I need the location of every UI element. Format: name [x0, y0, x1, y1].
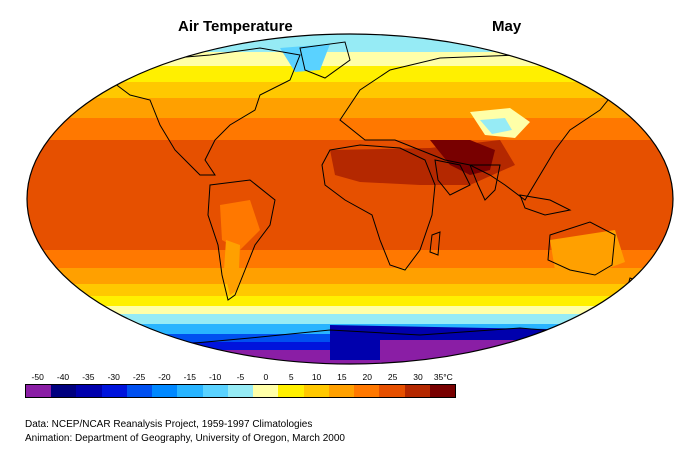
legend-swatch	[202, 385, 228, 397]
legend-tick-label: 30	[413, 372, 423, 382]
legend-swatch	[303, 385, 329, 397]
legend-swatch	[51, 385, 77, 397]
legend-swatch	[429, 385, 455, 397]
legend-tick-label: 10	[311, 372, 322, 382]
legend-swatch	[126, 385, 153, 397]
legend-tick-label: 5	[288, 372, 294, 382]
credits: Data: NCEP/NCAR Reanalysis Project, 1959…	[25, 418, 345, 446]
legend-swatch	[227, 385, 254, 397]
legend-tick-label: -50	[31, 372, 44, 382]
legend-tick-labels: -50 -40 -35 -30 -25 -20 -15 -10 -5 0 5 10 15 20 25 30 35…	[25, 372, 456, 384]
legend-tick-label: -40	[56, 372, 70, 382]
legend-tick-label: -30	[107, 372, 120, 382]
map-border	[26, 33, 674, 365]
legend-tick-label: 0	[263, 372, 269, 382]
legend-swatch	[354, 385, 380, 397]
legend-swatch	[101, 385, 127, 397]
legend-swatch	[253, 385, 279, 397]
legend-tick-label: 35°C	[433, 372, 453, 382]
legend-tick-label: -25	[132, 372, 146, 382]
legend-swatch	[177, 385, 203, 397]
legend-tick-label: -20	[158, 372, 171, 382]
month-label: May	[492, 18, 522, 35]
legend-tick-label: -10	[208, 372, 222, 382]
legend-tick-label: -15	[183, 372, 196, 382]
data-source-line: Data: NCEP/NCAR Reanalysis Project, 1959…	[25, 419, 313, 430]
temperature-field	[27, 34, 673, 364]
legend-swatch	[76, 385, 102, 397]
legend-swatch	[152, 385, 178, 397]
legend-tick-label: 15	[337, 372, 347, 382]
color-legend	[25, 384, 456, 398]
legend-swatch	[404, 385, 430, 397]
world-temperature-map	[26, 33, 674, 365]
legend-tick-label: -35	[82, 372, 95, 382]
legend-swatch	[379, 385, 405, 397]
legend-tick-label: 25	[387, 372, 398, 382]
map-title: Air Temperature	[178, 18, 293, 35]
legend-tick-label: 20	[362, 372, 372, 382]
legend-swatch	[278, 385, 304, 397]
legend-swatch	[328, 385, 355, 397]
legend-swatch	[26, 385, 52, 397]
legend-tick-label: -5	[236, 372, 245, 382]
animation-credit-line: Animation: Department of Geography, Univ…	[25, 433, 345, 444]
